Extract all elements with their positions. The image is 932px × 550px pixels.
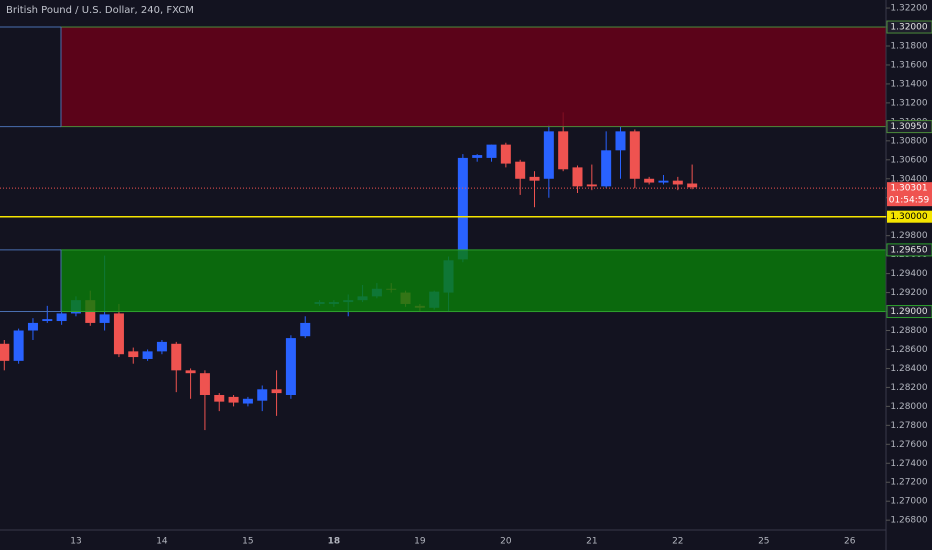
candle-body [472, 155, 483, 158]
candle-body [586, 184, 597, 187]
y-tick-label: 1.27000 [890, 497, 927, 507]
candle-body [171, 343, 182, 371]
price-marker [886, 243, 932, 257]
candle-body [56, 313, 67, 322]
candle-body [572, 167, 583, 187]
candle-body [142, 351, 153, 359]
y-tick-label: 1.30400 [890, 174, 927, 184]
candle-body [601, 150, 612, 187]
y-tick-label: 1.28000 [890, 402, 927, 412]
candle-body [27, 322, 38, 331]
y-tick-label: 1.28200 [890, 383, 927, 393]
candle-body [457, 157, 468, 260]
y-tick-label: 1.28600 [890, 345, 927, 355]
candle-body [629, 131, 640, 179]
y-tick-label: 1.27200 [890, 478, 927, 488]
candle-body [257, 389, 268, 401]
price-marker-label: 1.30950 [890, 122, 927, 132]
y-tick-label: 1.27400 [890, 459, 927, 469]
candle-body [185, 370, 196, 374]
y-tick-label: 1.31200 [890, 98, 927, 108]
plot-area [0, 26, 887, 431]
level-label: 1.30000 [890, 212, 927, 222]
y-tick-label: 1.31400 [890, 79, 927, 89]
countdown-label: 01:54:59 [889, 196, 930, 206]
candle-body [42, 319, 53, 322]
x-tick-label: 14 [156, 537, 168, 547]
candle-body [558, 131, 569, 170]
price-marker-label: 1.29650 [890, 245, 927, 255]
zone [60, 26, 887, 128]
price-marker [886, 305, 932, 319]
candle-body [156, 341, 167, 352]
y-tick-label: 1.29400 [890, 269, 927, 279]
candle-body [543, 131, 554, 179]
x-tick-label: 18 [328, 537, 341, 547]
y-tick-label: 1.32200 [890, 4, 927, 14]
y-tick-label: 1.26800 [890, 516, 927, 526]
x-tick-label: 25 [758, 537, 769, 547]
y-tick-label: 1.31600 [890, 60, 927, 70]
candle-body [199, 373, 210, 395]
y-tick-label: 1.28400 [890, 364, 927, 374]
candle-body [242, 398, 253, 404]
price-marker [886, 120, 932, 134]
y-tick-label: 1.27800 [890, 421, 927, 431]
candle-body [13, 330, 24, 361]
candle-body [658, 180, 669, 183]
x-tick-label: 20 [500, 537, 512, 547]
candle-body [228, 396, 239, 403]
y-tick-label: 1.27600 [890, 440, 927, 450]
x-tick-label: 21 [586, 537, 597, 547]
x-tick-label: 19 [414, 537, 426, 547]
candle-body [515, 161, 526, 179]
candle-body [0, 343, 10, 361]
candle-body [672, 180, 683, 185]
candle-body [500, 144, 511, 164]
candle-body [615, 131, 626, 151]
candle-body [214, 394, 225, 402]
price-marker-label: 1.29000 [890, 307, 927, 317]
current-price-label: 1.30301 [890, 184, 927, 194]
y-tick-label: 1.30800 [890, 136, 927, 146]
candle-body [687, 183, 698, 188]
x-tick-label: 26 [844, 537, 856, 547]
current-price-marker [887, 182, 932, 207]
candle-body [285, 338, 296, 395]
candle-body [128, 351, 139, 358]
price-marker-label: 1.32000 [890, 23, 927, 33]
y-tick-label: 1.28800 [890, 326, 927, 336]
candle-body [486, 144, 497, 158]
candle-body [644, 178, 655, 183]
price-marker [886, 20, 932, 34]
candle-body [529, 176, 540, 181]
candle-body [300, 322, 311, 337]
x-tick-label: 22 [672, 537, 683, 547]
y-tick-label: 1.29800 [890, 231, 927, 241]
y-tick-label: 1.31800 [890, 41, 927, 51]
candle-body [271, 389, 282, 394]
x-tick-label: 15 [242, 537, 253, 547]
y-tick-label: 1.29200 [890, 288, 927, 298]
level-marker [887, 210, 932, 223]
chart-title: British Pound / U.S. Dollar, 240, FXCM [6, 5, 194, 16]
candle-body [99, 314, 110, 323]
zone [60, 249, 887, 313]
x-tick-label: 13 [70, 537, 81, 547]
candle-body [113, 313, 124, 355]
y-tick-label: 1.30600 [890, 155, 927, 165]
